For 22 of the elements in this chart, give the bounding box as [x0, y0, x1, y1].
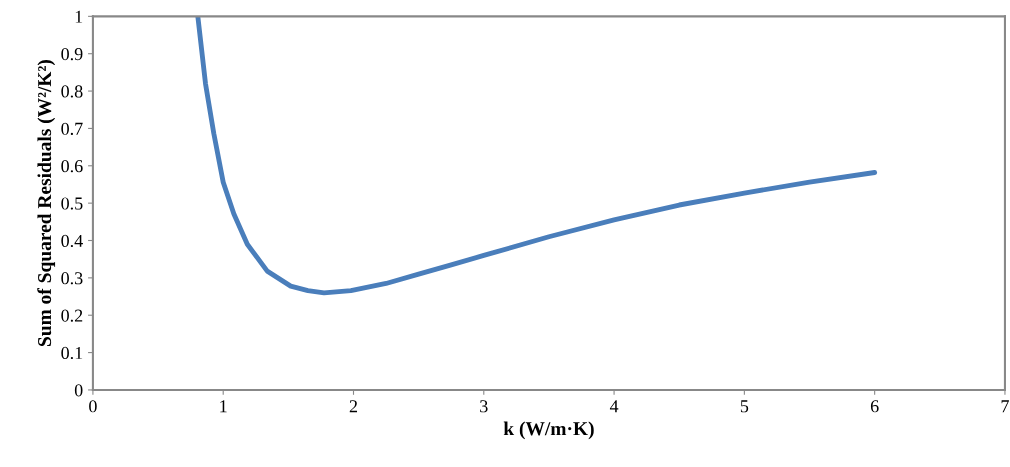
x-tick-label: 3 — [480, 400, 488, 413]
y-tick-label: 0.5 — [61, 197, 83, 210]
y-tick-label: 0.6 — [61, 160, 83, 173]
y-tick-label: 0.9 — [61, 47, 83, 61]
x-tick-label: 6 — [870, 400, 879, 413]
y-tick-label: 0.3 — [61, 272, 83, 285]
y-axis-title: Sum of Squared Residuals (W²/K²) — [37, 60, 56, 347]
y-tick-label: 0 — [74, 384, 83, 397]
y-tick-label: 0.2 — [61, 309, 83, 322]
y-tick-label: 0.8 — [61, 85, 83, 98]
x-tick-label: 2 — [349, 400, 358, 413]
y-tick-label: 0.1 — [61, 346, 83, 360]
y-tick-label: 0.4 — [61, 234, 83, 248]
x-tick-label: 0 — [89, 400, 97, 413]
y-tick-label: 0.7 — [61, 122, 83, 135]
x-tick-label: 5 — [740, 400, 749, 413]
x-tick-label: 7 — [1001, 400, 1009, 413]
x-axis-title: k (W/m·K) — [503, 421, 594, 440]
x-tick-label: 4 — [609, 400, 619, 413]
line-series — [195, 16, 878, 296]
x-tick-label: 1 — [220, 400, 227, 413]
y-tick-label: 1 — [75, 10, 83, 23]
